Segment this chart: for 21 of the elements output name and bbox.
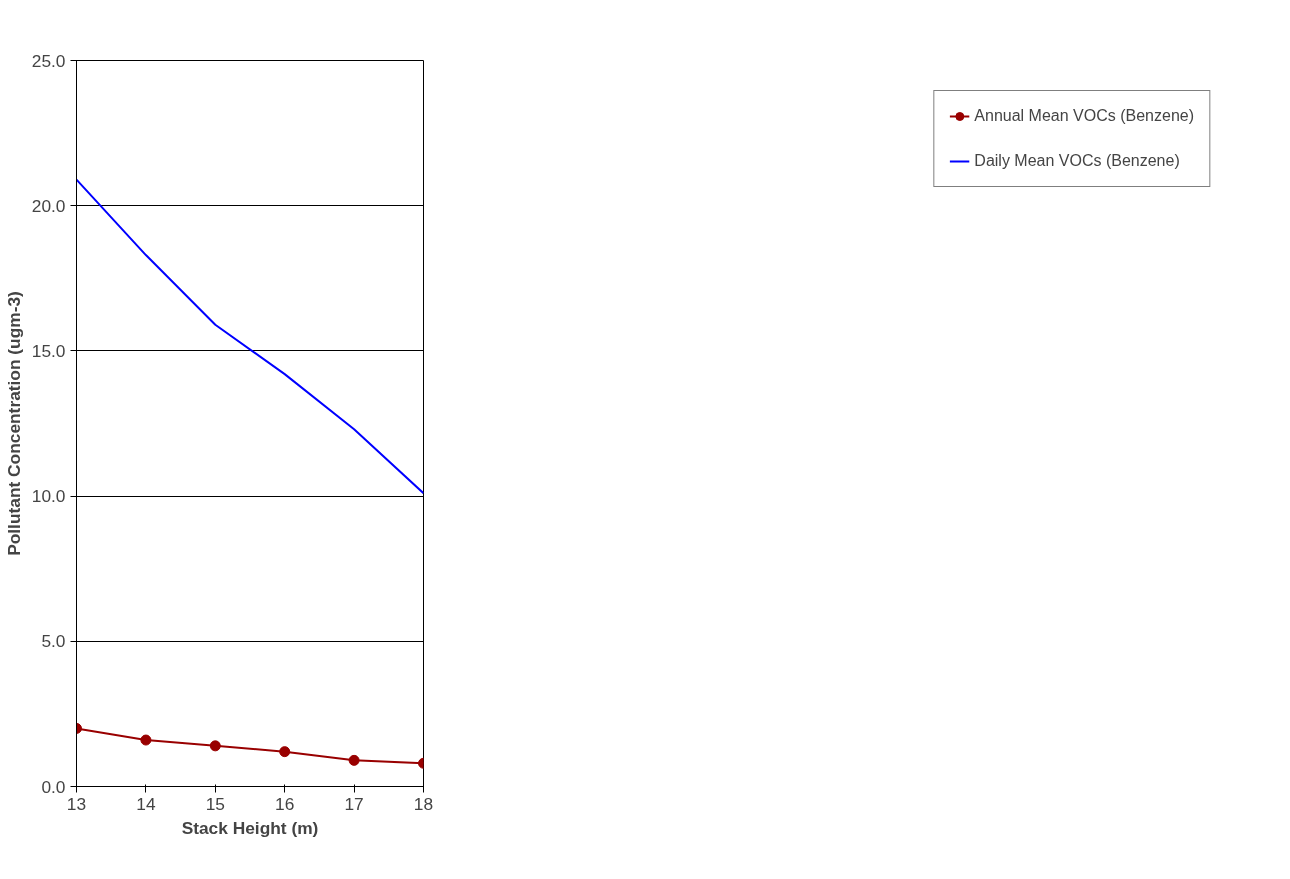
y-tick-label: 15.0 (31, 340, 66, 361)
x-axis-title: Stack Height (m) (181, 817, 319, 838)
x-tick-label: 18 (413, 793, 434, 814)
x-tick-label: 15 (205, 793, 225, 814)
legend-label: Annual Mean VOCs (Benzene) (974, 107, 1194, 125)
y-axis-title: Pollutant Concentration (ugm-3) (3, 291, 24, 556)
point (348, 754, 360, 766)
y-tick-label: 20.0 (31, 195, 66, 216)
y-tick-label: 5.0 (41, 631, 66, 652)
x-tick-label: 17 (344, 793, 364, 814)
y-tick-label: 10.0 (31, 486, 66, 507)
y-tick-label: 0.0 (41, 776, 66, 797)
point (279, 746, 291, 758)
point (140, 734, 152, 746)
line-series (76, 178, 424, 495)
x-tick-label: 14 (136, 793, 156, 814)
y-tick-label: 25.0 (31, 50, 66, 71)
legend-label: Daily Mean VOCs (Benzene) (974, 152, 1180, 170)
point (209, 740, 221, 752)
x-tick-label: 16 (275, 793, 295, 814)
x-tick-label: 13 (66, 793, 87, 814)
